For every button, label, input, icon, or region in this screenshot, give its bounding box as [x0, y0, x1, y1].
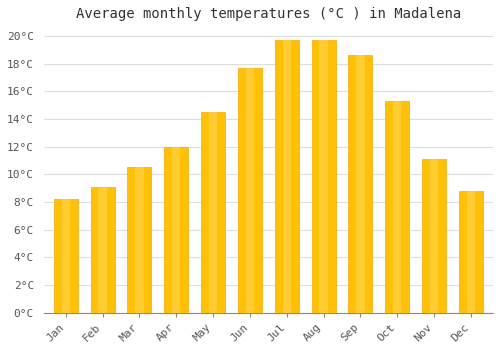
Bar	[282, 40, 291, 313]
Bar	[135, 167, 143, 313]
Bar	[201, 112, 225, 313]
Bar	[356, 55, 364, 313]
Bar	[164, 147, 188, 313]
Bar	[320, 40, 328, 313]
Bar	[459, 191, 483, 313]
Bar	[98, 187, 107, 313]
Bar	[386, 101, 409, 313]
Bar	[238, 68, 262, 313]
Bar	[62, 199, 70, 313]
Bar	[422, 159, 446, 313]
Bar	[172, 147, 180, 313]
Bar	[275, 40, 299, 313]
Title: Average monthly temperatures (°C ) in Madalena: Average monthly temperatures (°C ) in Ma…	[76, 7, 461, 21]
Bar	[312, 40, 336, 313]
Bar	[54, 199, 78, 313]
Bar	[348, 55, 372, 313]
Bar	[90, 187, 114, 313]
Bar	[209, 112, 218, 313]
Bar	[467, 191, 475, 313]
Bar	[430, 159, 438, 313]
Bar	[393, 101, 402, 313]
Bar	[246, 68, 254, 313]
Bar	[128, 167, 152, 313]
